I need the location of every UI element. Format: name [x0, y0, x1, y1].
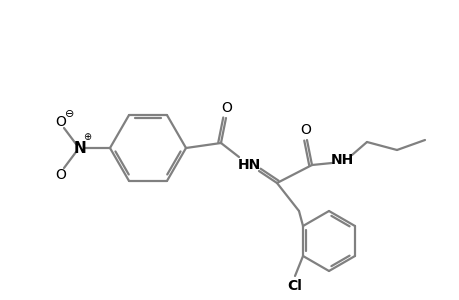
Text: O: O	[56, 168, 66, 182]
Text: O: O	[300, 123, 311, 137]
Text: ⊖: ⊖	[65, 109, 74, 119]
Text: O: O	[56, 115, 66, 129]
Text: Cl: Cl	[287, 279, 302, 293]
Text: O: O	[221, 101, 232, 115]
Text: HN: HN	[237, 158, 260, 172]
Text: NH: NH	[330, 153, 353, 167]
Text: ⊕: ⊕	[83, 132, 91, 142]
Text: N: N	[73, 140, 86, 155]
